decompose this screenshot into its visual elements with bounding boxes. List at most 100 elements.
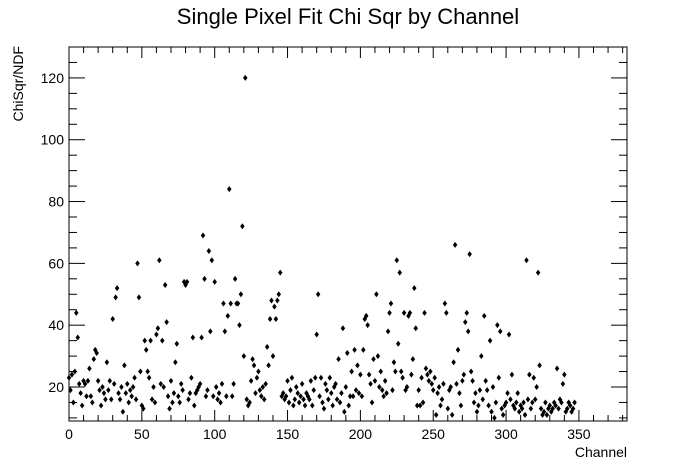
data-point [543, 399, 548, 406]
data-point [133, 396, 139, 403]
data-point [476, 402, 481, 409]
data-point [361, 346, 366, 353]
data-point [393, 368, 398, 375]
data-point [132, 374, 137, 381]
data-point [436, 384, 442, 390]
data-point [467, 251, 472, 258]
data-point [259, 393, 264, 400]
data-point [267, 316, 273, 322]
data-point [486, 402, 491, 409]
data-point [312, 374, 318, 381]
data-point [101, 390, 107, 397]
data-point [100, 384, 105, 390]
data-point [470, 377, 475, 384]
data-point [404, 384, 410, 390]
data-point [527, 371, 532, 378]
data-point [495, 322, 500, 329]
data-point [479, 353, 484, 360]
data-point [554, 365, 560, 372]
data-point [330, 402, 335, 409]
data-point [69, 371, 75, 378]
data-point [396, 340, 401, 347]
data-point [452, 241, 458, 248]
data-point [164, 319, 169, 326]
data-point [291, 402, 296, 409]
data-point [71, 399, 76, 406]
data-point [560, 380, 566, 387]
data-point [88, 393, 94, 400]
data-point [97, 387, 102, 394]
y-tick-label: 20 [48, 379, 64, 395]
data-point [547, 402, 553, 409]
data-point [541, 408, 547, 415]
data-point [91, 356, 97, 363]
data-point [75, 334, 80, 341]
data-point [104, 359, 110, 366]
data-point [117, 396, 123, 403]
data-point [412, 285, 417, 292]
data-point [428, 368, 433, 375]
data-point [375, 353, 381, 360]
x-tick-label: 200 [349, 426, 373, 442]
y-tick-label: 120 [41, 70, 65, 86]
x-tick-label: 250 [422, 426, 446, 442]
data-point [276, 291, 282, 298]
data-point [167, 405, 172, 412]
data-point [208, 328, 213, 335]
data-point [203, 393, 209, 400]
data-point [272, 303, 277, 310]
data-point [243, 74, 248, 81]
data-point [187, 390, 193, 397]
data-point [525, 396, 531, 403]
data-point [269, 297, 274, 304]
data-point [180, 387, 185, 394]
data-point [173, 359, 178, 366]
data-point [426, 377, 432, 384]
data-point [385, 328, 391, 335]
x-tick-label: 0 [65, 426, 73, 442]
data-point [98, 402, 104, 409]
data-point [444, 309, 449, 316]
data-point [192, 402, 197, 409]
data-point [565, 405, 570, 412]
data-point [553, 402, 558, 409]
data-point [232, 275, 238, 282]
data-point [298, 393, 303, 400]
data-point [120, 408, 126, 415]
data-point [514, 399, 519, 406]
data-point [414, 402, 420, 409]
data-point [162, 282, 168, 288]
data-point [288, 387, 293, 394]
data-point [225, 312, 231, 319]
data-point [299, 380, 305, 387]
data-point [346, 402, 351, 409]
data-point [126, 399, 131, 406]
data-point [202, 275, 207, 282]
y-tick-label: 60 [48, 255, 64, 271]
data-point [512, 405, 518, 412]
data-point [113, 294, 118, 301]
data-point [377, 384, 382, 390]
x-axis-title: Channel [575, 444, 627, 460]
data-point [347, 393, 353, 400]
data-point [423, 365, 429, 372]
data-point [394, 257, 400, 264]
data-point [417, 402, 423, 409]
data-point [384, 390, 389, 397]
data-point [471, 399, 477, 406]
data-point [457, 390, 462, 397]
data-point [85, 377, 91, 384]
data-point [247, 399, 252, 406]
data-point [401, 309, 407, 316]
data-point [382, 377, 388, 384]
data-point [454, 380, 459, 387]
data-points [66, 74, 577, 421]
data-point [345, 350, 350, 356]
data-point [82, 380, 88, 387]
data-point [524, 257, 529, 264]
data-point [296, 399, 302, 406]
y-tick-label: 80 [48, 194, 64, 210]
data-point [497, 328, 503, 335]
data-point [294, 384, 299, 390]
data-point [349, 368, 354, 375]
